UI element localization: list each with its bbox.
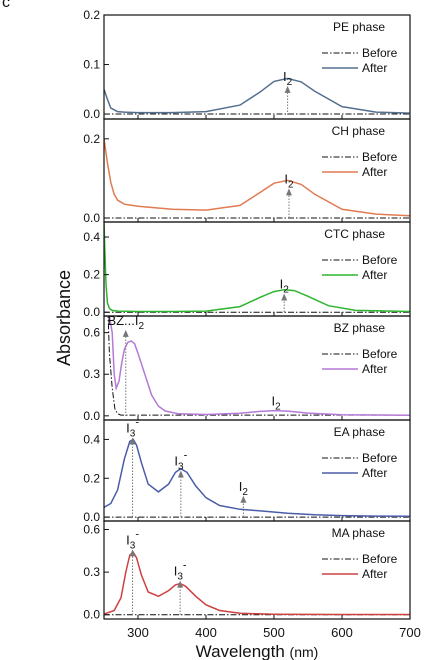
legend-after-label: After (362, 466, 387, 480)
legend-after-label: After (362, 61, 387, 75)
panel-frame (103, 520, 411, 620)
annotation-label: I3- (126, 528, 139, 551)
y-tick-label: 0.2 (83, 132, 100, 146)
annotation-label: I3- (126, 416, 139, 439)
y-tick-label: 0.3 (83, 367, 100, 381)
y-tick-label: 0.6 (83, 326, 100, 340)
series-after-line (104, 438, 410, 518)
y-tick-label: 0.0 (83, 107, 100, 121)
series-after-line (104, 77, 410, 114)
panel-letter: c (2, 0, 10, 11)
annotation-arrowhead (122, 329, 129, 337)
annotation-label: I2 (280, 276, 290, 295)
annotation-label: I2 (239, 479, 249, 498)
legend-before-label: Before (362, 347, 398, 361)
y-tick-label: 0.3 (83, 565, 100, 579)
panel-title: PE phase (333, 20, 385, 34)
annotation-arrowhead (177, 580, 184, 588)
legend-after-label: After (362, 362, 387, 376)
y-tick-label: 0.0 (83, 510, 100, 524)
y-tick-label: 0.0 (83, 211, 100, 225)
series-after-line (104, 316, 410, 417)
y-tick-label: 0.2 (83, 471, 100, 485)
annotation-arrowhead (285, 188, 292, 196)
legend-after-label: After (362, 567, 387, 581)
legend-before-label: Before (362, 46, 398, 60)
legend-before-label: Before (362, 552, 398, 566)
x-tick-label: 300 (127, 625, 149, 640)
y-tick-label: 0.4 (83, 230, 100, 244)
panel-title: MA phase (332, 526, 386, 540)
annotation-arrowhead (177, 470, 184, 478)
x-tick-label: 500 (263, 625, 285, 640)
y-tick-label: 0.4 (83, 432, 100, 446)
legend-before-label: Before (362, 451, 398, 465)
y-tick-label: 0.0 (83, 409, 100, 423)
series-after-line (104, 138, 410, 217)
y-axis-title: Absorbance (54, 270, 74, 366)
annotation-label: I3- (174, 560, 187, 583)
annotation-label: I2 (284, 171, 294, 190)
y-tick-label: 0.0 (83, 305, 100, 319)
x-tick-label: 600 (331, 625, 353, 640)
annotation-arrowhead (240, 495, 247, 503)
x-axis-title: Wavelength (nm) (196, 642, 319, 660)
annotation-label: I2 (283, 69, 293, 88)
legend-after-label: After (362, 165, 387, 179)
legend-before-label: Before (362, 150, 398, 164)
panel-title: BZ phase (334, 321, 386, 335)
series-before-line (104, 316, 410, 416)
annotation-arrowhead (281, 293, 288, 301)
series-after-line (104, 551, 410, 616)
legend-before-label: Before (362, 253, 398, 267)
y-tick-label: 0.1 (83, 58, 100, 72)
panel-title: CTC phase (324, 227, 385, 241)
y-tick-label: 0.2 (83, 8, 100, 22)
y-tick-label: 0.6 (83, 523, 100, 537)
annotation-label: I2 (271, 393, 281, 412)
y-tick-label: 0.2 (83, 268, 100, 282)
annotation-arrowhead (129, 549, 136, 557)
annotation-label: I3- (174, 450, 187, 473)
panel-title: CH phase (332, 124, 386, 138)
series-after-line (104, 222, 410, 313)
annotation-label: BZ...I2 (107, 313, 144, 332)
annotation-arrowhead (284, 85, 291, 93)
x-tick-label: 400 (195, 625, 217, 640)
panel-title: EA phase (334, 425, 386, 439)
y-tick-label: 0.0 (83, 608, 100, 622)
legend-after-label: After (362, 268, 387, 282)
annotation-arrowhead (129, 437, 136, 445)
x-tick-label: 700 (399, 625, 421, 640)
